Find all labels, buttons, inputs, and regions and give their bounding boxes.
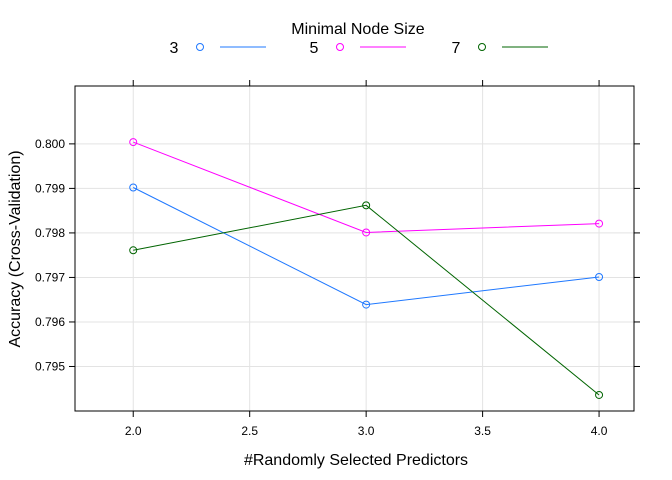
y-tick-label: 0.798 [35, 226, 65, 240]
x-tick-label: 4.0 [591, 424, 608, 438]
legend-label-5: 5 [310, 40, 319, 57]
y-tick-label: 0.795 [35, 359, 65, 373]
data-point-5 [129, 138, 138, 147]
axes: 2.0 2.5 3.0 3.5 4.0 0.795 0.796 0.797 0.798 0.799… [35, 80, 640, 438]
legend-label-3: 3 [170, 40, 179, 57]
data-point-3 [595, 272, 604, 281]
x-tick-label: 3.0 [358, 424, 375, 438]
series-line-5 [133, 141, 600, 233]
series-line-3 [133, 187, 600, 306]
series-line-7 [133, 204, 600, 396]
legend-marker-7 [478, 43, 486, 51]
data-point-5 [595, 219, 604, 228]
legend-title: Minimal Node Size [291, 21, 424, 38]
legend-marker-3 [196, 43, 204, 51]
data-point-7 [595, 390, 604, 399]
y-tick-label: 0.796 [35, 315, 65, 329]
x-tick-label: 3.5 [474, 424, 491, 438]
y-tick-label: 0.797 [35, 270, 65, 284]
y-tick-label: 0.800 [35, 137, 65, 151]
legend: Minimal Node Size 3 5 7 [170, 21, 548, 57]
data-point-7 [362, 201, 371, 210]
x-tick-label: 2.5 [241, 424, 258, 438]
legend-marker-5 [336, 43, 344, 51]
x-tick-label: 2.0 [125, 424, 142, 438]
data-point-5 [362, 228, 371, 237]
data-point-7 [129, 246, 138, 255]
data-point-3 [362, 300, 371, 309]
series-layer [129, 138, 604, 399]
x-axis-title: #Randomly Selected Predictors [244, 452, 468, 469]
plot-frame [74, 85, 635, 412]
legend-label-7: 7 [452, 40, 461, 57]
data-point-3 [129, 183, 138, 192]
y-tick-label: 0.799 [35, 181, 65, 195]
y-axis-title: Accuracy (Cross-Validation) [7, 150, 24, 347]
grid [75, 86, 634, 411]
